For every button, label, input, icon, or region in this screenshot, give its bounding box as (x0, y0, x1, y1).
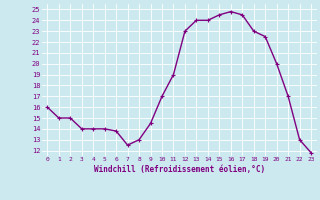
X-axis label: Windchill (Refroidissement éolien,°C): Windchill (Refroidissement éolien,°C) (94, 165, 265, 174)
